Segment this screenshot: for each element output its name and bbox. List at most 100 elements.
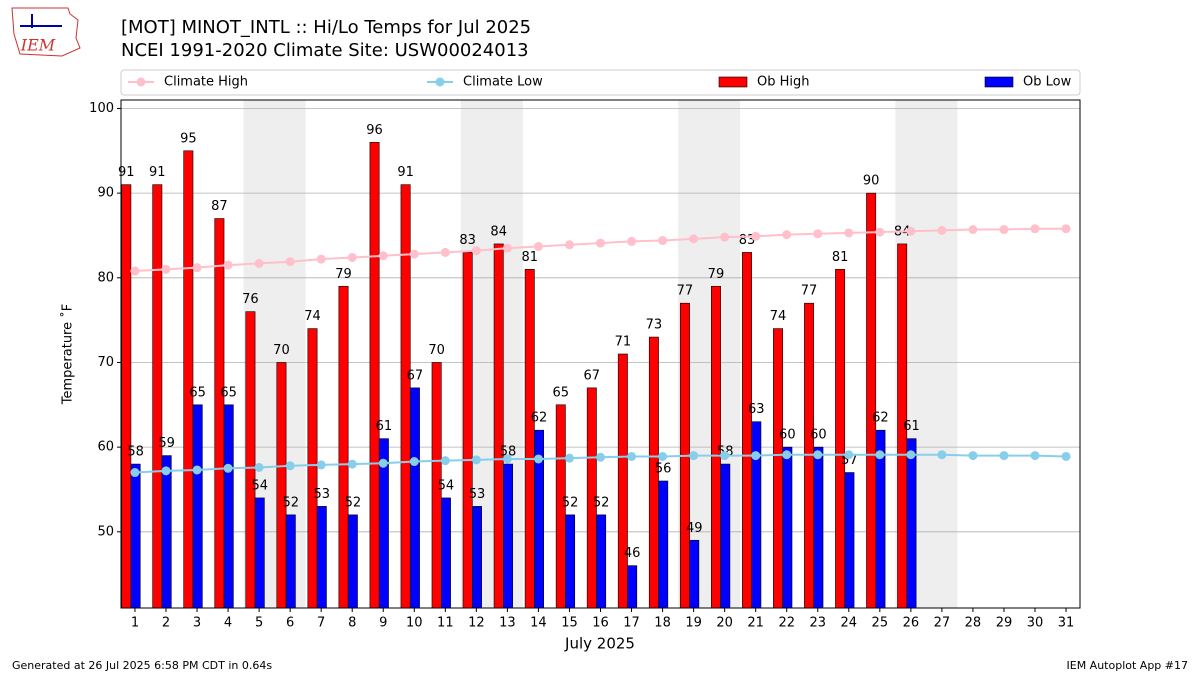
data-label: 79 — [708, 267, 725, 282]
data-label: 58 — [500, 445, 517, 460]
x-tick-label: 14 — [530, 616, 547, 631]
line-marker — [720, 232, 730, 242]
line-marker — [813, 229, 823, 239]
bar — [245, 311, 256, 609]
data-label: 53 — [469, 487, 486, 502]
x-tick-label: 24 — [841, 616, 858, 631]
line-marker — [161, 264, 171, 274]
bar — [276, 362, 287, 609]
x-tick-label: 5 — [255, 616, 263, 631]
data-label: 84 — [490, 224, 507, 239]
line-marker — [502, 243, 512, 253]
data-label: 62 — [531, 411, 548, 426]
legend-label: Ob High — [757, 75, 810, 90]
x-tick-label: 28 — [965, 616, 982, 631]
line-marker — [378, 458, 388, 468]
legend-box — [120, 69, 1081, 96]
line-marker — [285, 461, 295, 471]
line-marker — [409, 457, 419, 467]
data-label: 63 — [748, 402, 765, 417]
footer-right: IEM Autoplot App #17 — [1067, 659, 1189, 672]
data-label: 56 — [655, 462, 672, 477]
data-label: 59 — [158, 436, 175, 451]
bar — [316, 506, 327, 609]
line-marker — [689, 451, 699, 461]
data-label: 91 — [118, 165, 135, 180]
x-tick-label: 1 — [131, 616, 139, 631]
line-marker — [316, 254, 326, 264]
line-marker — [906, 450, 916, 460]
line-marker — [999, 451, 1009, 461]
x-tick-label: 23 — [809, 616, 826, 631]
line-marker — [347, 459, 357, 469]
data-label: 81 — [832, 250, 849, 265]
bar — [223, 404, 234, 609]
y-tick-label: 50 — [97, 524, 114, 539]
line-marker — [254, 258, 264, 268]
line-marker — [440, 247, 450, 257]
bar — [617, 353, 628, 609]
bar — [782, 446, 793, 609]
bar — [183, 150, 194, 609]
line-marker — [378, 251, 388, 261]
bar — [658, 480, 669, 609]
bar — [472, 506, 482, 609]
x-tick-label: 2 — [162, 616, 170, 631]
bar — [773, 328, 783, 609]
data-label: 60 — [779, 428, 796, 443]
y-tick-label: 80 — [97, 270, 114, 285]
x-tick-label: 8 — [348, 616, 356, 631]
line-marker — [627, 236, 637, 246]
x-tick-label: 9 — [379, 616, 387, 631]
bar — [503, 463, 513, 609]
data-label: 52 — [345, 495, 362, 510]
chart-subtitle: NCEI 1991-2020 Climate Site: USW00024013 — [121, 40, 529, 61]
data-label: 74 — [770, 309, 787, 324]
line-marker — [782, 450, 792, 460]
line-marker — [316, 460, 326, 470]
x-tick-label: 31 — [1058, 616, 1075, 631]
bar — [689, 539, 700, 609]
line-marker — [440, 456, 450, 466]
data-label: 76 — [242, 292, 259, 307]
data-label: 54 — [251, 478, 268, 493]
data-label: 95 — [180, 131, 197, 146]
bar — [440, 497, 451, 609]
line-marker — [254, 462, 264, 472]
bar — [400, 184, 411, 609]
line-marker — [192, 263, 202, 273]
bar — [214, 218, 225, 609]
line-marker — [564, 453, 574, 463]
line-marker — [751, 231, 761, 241]
x-tick-label: 27 — [934, 616, 951, 631]
data-label: 67 — [584, 368, 601, 383]
bar — [565, 514, 576, 609]
data-label: 58 — [127, 445, 144, 460]
bar — [844, 472, 855, 609]
data-label: 91 — [149, 165, 166, 180]
bar — [409, 387, 420, 609]
line-marker — [223, 260, 233, 270]
x-tick-label: 26 — [903, 616, 920, 631]
bar — [906, 438, 917, 609]
data-label: 79 — [335, 267, 352, 282]
legend-label: Climate Low — [463, 75, 543, 90]
line-marker — [844, 450, 854, 460]
bar — [596, 514, 607, 609]
data-label: 61 — [376, 419, 393, 434]
data-label: 52 — [593, 495, 610, 510]
data-label: 54 — [438, 478, 455, 493]
y-axis-label: Temperature ˚F — [60, 304, 76, 405]
line-marker — [596, 452, 605, 462]
legend-swatch — [718, 76, 748, 88]
data-label: 52 — [282, 495, 299, 510]
data-label: 71 — [615, 335, 632, 350]
data-label: 52 — [562, 495, 579, 510]
bar — [627, 565, 638, 609]
line-marker — [751, 451, 761, 461]
x-tick-label: 22 — [778, 616, 795, 631]
footer-left: Generated at 26 Jul 2025 6:58 PM CDT in … — [12, 659, 272, 672]
bar — [866, 192, 877, 609]
line-marker — [564, 240, 574, 250]
x-tick-label: 13 — [499, 616, 516, 631]
